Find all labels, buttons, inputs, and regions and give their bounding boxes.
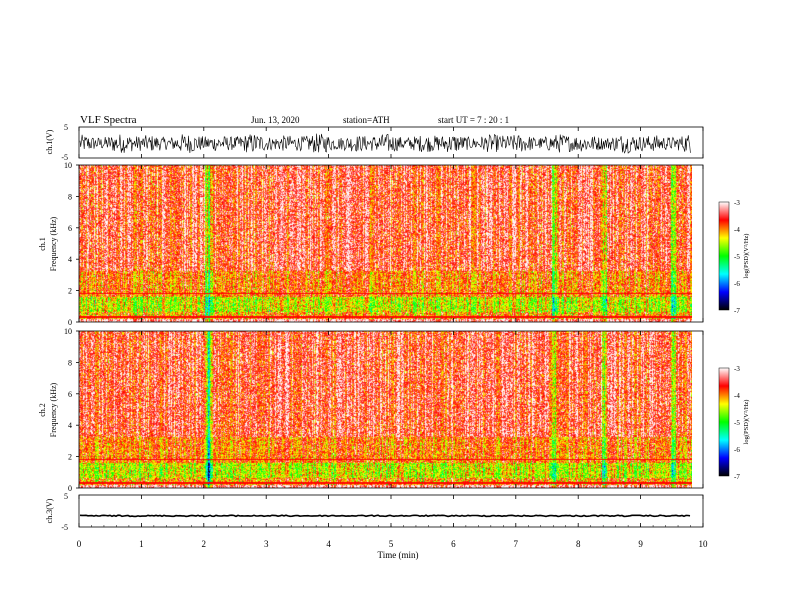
ch2-freq-ytick-label: 4 bbox=[68, 421, 72, 430]
ch1-colorbar-tick: -4 bbox=[734, 226, 740, 234]
ch2-spectrogram-image bbox=[79, 331, 692, 488]
ch3-ytick-top: 5 bbox=[64, 492, 68, 501]
time-tick-label: 9 bbox=[638, 539, 643, 549]
ch2-colorbar-label: log(PSD)(V²/Hz) bbox=[743, 400, 750, 445]
time-tick-label: 3 bbox=[264, 539, 269, 549]
ch1-freq-ytick-label: 2 bbox=[68, 287, 72, 296]
ch1-freq-ytick-label: 0 bbox=[68, 318, 72, 327]
time-tick-label: 2 bbox=[202, 539, 207, 549]
ch3-waveform-panel: 5 -5 ch.3(V) bbox=[45, 492, 704, 532]
ch2-colorbar-tick: -3 bbox=[734, 365, 740, 373]
ch2-colorbar-tick: -7 bbox=[734, 473, 740, 481]
time-tick-label: 6 bbox=[451, 539, 456, 549]
ch1-spectrogram-image bbox=[79, 165, 692, 322]
ch3-waveform-frame bbox=[78, 494, 704, 528]
ch1-colorbar: -3 -4 -5 -6 -7 log(PSD)(V²/Hz) bbox=[718, 199, 750, 315]
ch1-waveform-trace bbox=[79, 133, 691, 154]
ch2-colorbar-tick: -5 bbox=[734, 419, 740, 427]
ch1-colorbar-tick: -5 bbox=[734, 253, 740, 261]
station-label: station=ATH bbox=[343, 115, 390, 125]
time-tick-label: 0 bbox=[77, 539, 82, 549]
ch3-waveform-trace bbox=[79, 514, 691, 518]
ch2-colorbar-tick: -4 bbox=[734, 392, 740, 400]
ch1-colorbar-gradient bbox=[718, 201, 730, 311]
ch2-freq-ytick-label: 10 bbox=[64, 327, 72, 336]
ch1-waveform-panel: 5 -5 ch.1(V) bbox=[45, 123, 704, 162]
ch1-colorbar-label: log(PSD)(V²/Hz) bbox=[743, 234, 750, 279]
time-tick-label: 1 bbox=[139, 539, 144, 549]
ch1-frequency-label: Frequency (kHz) bbox=[49, 216, 58, 271]
date-label: Jun. 13, 2020 bbox=[251, 115, 300, 125]
ch1-colorbar-tick: -3 bbox=[734, 199, 740, 207]
ch2-colorbar-gradient bbox=[718, 367, 730, 477]
ch1-spectrogram-ylabel: ch.1 bbox=[38, 237, 47, 251]
ch3-ytick-bottom: -5 bbox=[61, 523, 68, 532]
ch2-spectrogram-panel: 0 2 4 6 8 10 ch.2 Frequency (kHz) bbox=[38, 327, 704, 493]
time-tick-label: 10 bbox=[699, 539, 709, 549]
ch2-spectrogram-ylabel: ch.2 bbox=[38, 403, 47, 417]
ch1-ytick-top: 5 bbox=[64, 123, 68, 132]
time-tick-label: 4 bbox=[326, 539, 331, 549]
ch2-freq-ytick-label: 2 bbox=[68, 453, 72, 462]
ch1-freq-ticks: 0 2 4 6 8 10 bbox=[64, 161, 79, 327]
figure-title: VLF Spectra bbox=[80, 114, 137, 126]
ch1-ytick-bottom: -5 bbox=[61, 153, 68, 162]
ch1-freq-ytick-label: 4 bbox=[68, 255, 72, 264]
ch2-colorbar: -3 -4 -5 -6 -7 log(PSD)(V²/Hz) bbox=[718, 365, 750, 481]
ch2-frequency-label: Frequency (kHz) bbox=[49, 382, 58, 437]
ch2-freq-ytick-label: 6 bbox=[68, 390, 72, 399]
ch1-waveform-ylabel: ch.1(V) bbox=[45, 129, 54, 154]
ch1-spectrogram-panel: 0 2 4 6 8 10 ch.1 Frequency (kHz) bbox=[38, 161, 704, 327]
ch2-freq-ytick-label: 0 bbox=[68, 484, 72, 493]
ch1-freq-ytick-label: 10 bbox=[64, 161, 72, 170]
ch2-freq-ytick-label: 8 bbox=[68, 358, 72, 367]
ch3-waveform-ylabel: ch.3(V) bbox=[45, 498, 54, 523]
time-axis-label: Time (min) bbox=[378, 550, 419, 560]
ch1-colorbar-tick: -7 bbox=[734, 307, 740, 315]
ch1-colorbar-tick: -6 bbox=[734, 280, 740, 288]
ch1-freq-ytick-label: 6 bbox=[68, 224, 72, 233]
ch1-freq-ytick-label: 8 bbox=[68, 192, 72, 201]
ch2-freq-ticks: 0 2 4 6 8 10 bbox=[64, 327, 79, 493]
time-tick-label: 7 bbox=[514, 539, 519, 549]
time-tick-label: 8 bbox=[576, 539, 581, 549]
ch2-colorbar-tick: -6 bbox=[734, 446, 740, 454]
time-axis: 0 1 2 3 4 5 6 7 8 9 10 bbox=[77, 127, 708, 549]
start-ut-label: start UT = 7 : 20 : 1 bbox=[438, 115, 509, 125]
time-tick-label: 5 bbox=[389, 539, 394, 549]
